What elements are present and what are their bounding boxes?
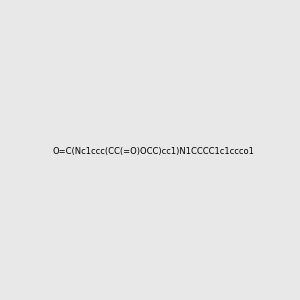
Text: O=C(Nc1ccc(CC(=O)OCC)cc1)N1CCCC1c1ccco1: O=C(Nc1ccc(CC(=O)OCC)cc1)N1CCCC1c1ccco1: [53, 147, 255, 156]
